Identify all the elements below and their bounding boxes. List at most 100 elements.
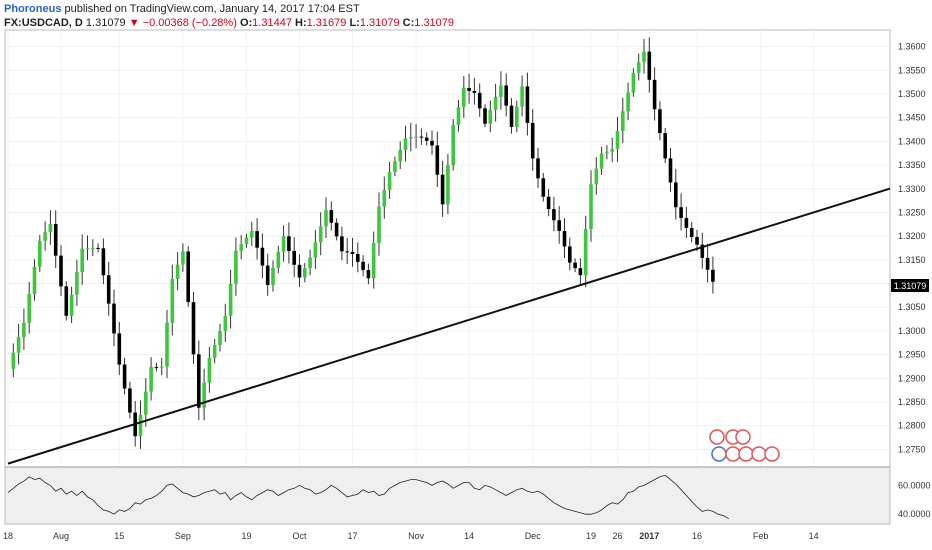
candle-up [313, 242, 318, 258]
low-value: 1.31079 [359, 17, 400, 29]
candle-up [32, 266, 37, 295]
price-change: −0.00368 (−0.28%) [142, 17, 237, 29]
time-tick-label: 19 [241, 531, 251, 541]
candle-down [440, 174, 445, 205]
price-tick-label: 1.3600 [898, 42, 926, 52]
candle-down [509, 105, 514, 127]
author-link[interactable]: Phoroneus [4, 3, 62, 15]
time-tick-label: Aug [53, 531, 69, 541]
candle-down [53, 224, 58, 256]
candle-up [499, 85, 503, 97]
last-price-marker: 1.31079 [891, 279, 929, 292]
candle-up [409, 137, 413, 139]
price-tick-label: 1.3000 [898, 326, 926, 336]
candle-down [689, 228, 694, 238]
rsi-panel-background [5, 467, 890, 524]
last-price-tag [891, 279, 929, 292]
candle-down [265, 265, 270, 285]
price-tick-label: 1.3550 [898, 65, 926, 75]
last-price: 1.31079 [85, 17, 126, 29]
candle-down [578, 268, 583, 276]
candle-down [191, 302, 196, 355]
publish-info: published on TradingView.com, January 14… [64, 3, 360, 15]
time-tick-label: 19 [586, 531, 596, 541]
candle-up [636, 62, 641, 73]
candle-up [250, 231, 254, 238]
candle-down [573, 262, 577, 269]
candle-down [430, 140, 434, 146]
candle-up [85, 248, 90, 250]
candle-up [223, 315, 228, 332]
candle-up [377, 206, 381, 244]
candle-down [292, 250, 296, 265]
price-tick-label: 1.3300 [898, 184, 926, 194]
rsi-line [7, 474, 729, 519]
candle-down [652, 79, 657, 110]
candle-down [101, 248, 106, 276]
candle-down [536, 158, 540, 179]
us-flag-icon[interactable] [725, 446, 741, 462]
time-tick-label: 15 [114, 531, 124, 541]
candle-down [64, 286, 69, 316]
candle-up [281, 236, 286, 252]
candle-up [38, 240, 42, 267]
candle-up [583, 229, 588, 276]
candle-down [525, 86, 530, 123]
candle-down [197, 354, 201, 408]
trendline-layer[interactable] [7, 187, 891, 465]
candle-up [11, 352, 16, 369]
candle-down [557, 220, 561, 231]
candle-up [271, 267, 275, 285]
candle-down [647, 51, 652, 80]
candle-up [144, 391, 148, 415]
candle-down [674, 182, 678, 208]
candle-up [621, 111, 625, 131]
candle-up [446, 165, 450, 205]
time-tick-label: Dec [525, 531, 542, 541]
candle-down [679, 207, 683, 218]
candle-up [244, 237, 249, 245]
event-markers[interactable] [709, 429, 780, 462]
us-flag-icon[interactable] [764, 446, 780, 462]
candle-down [334, 222, 339, 237]
candle-up [80, 248, 84, 273]
candle-down [483, 108, 487, 124]
candle-down [366, 270, 371, 279]
time-axis[interactable]: 18 Aug 15 Sep 19 Oct 17 Nov 14 Dec 19 26 2017 16 Feb 14 [3, 531, 819, 541]
price-tick-label: 1.2950 [898, 350, 926, 360]
candle-down [106, 275, 111, 304]
price-tick-label: 1.2750 [898, 444, 926, 454]
candle-up [520, 86, 524, 107]
symbol-label: FX:USDCAD, D [4, 17, 83, 29]
time-tick-label: Sep [175, 531, 191, 541]
candle-up [69, 294, 74, 316]
candle-down [59, 255, 63, 287]
us-flag-icon[interactable] [751, 446, 767, 462]
price-axis[interactable]: 1.2750 1.2800 1.2850 1.2900 1.2950 1.3000 1.30… [898, 42, 926, 455]
canada-flag-icon[interactable] [735, 429, 751, 445]
candle-up [387, 171, 392, 190]
canada-flag-icon[interactable] [709, 429, 725, 445]
candle-down [260, 247, 265, 266]
trendline[interactable] [7, 187, 891, 465]
candle-up [75, 272, 79, 295]
time-tick-label: Oct [292, 531, 307, 541]
candle-up [324, 210, 328, 227]
candle-up [371, 243, 376, 279]
us-flag-icon[interactable] [711, 446, 727, 462]
candle-up [403, 138, 408, 150]
candle-down [186, 251, 190, 303]
candle-up [43, 232, 47, 241]
candle-up [27, 294, 31, 323]
candle-down [112, 303, 116, 334]
us-flag-icon[interactable] [738, 446, 754, 462]
price-tick-label: 1.3450 [898, 113, 926, 123]
candle-up [610, 149, 614, 152]
candle-down [700, 244, 705, 258]
candle-up [22, 322, 26, 338]
candle-up [308, 257, 312, 269]
down-arrow-icon: ▼ [128, 17, 140, 29]
rsi-axis[interactable]: 40.0000 60.0000 [898, 480, 931, 519]
candle-down [329, 210, 334, 223]
